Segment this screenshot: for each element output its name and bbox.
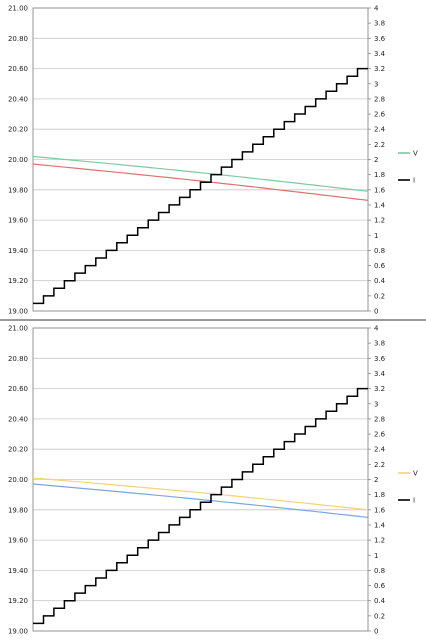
c1-left-tick-label: 20.00 — [8, 476, 28, 484]
c1-right-tick-label: 2.2 — [374, 461, 385, 469]
chart-bottom: 19.0019.2019.4019.6019.8020.0020.2020.40… — [8, 325, 418, 636]
c0-right-tick-label: 2.4 — [374, 126, 386, 134]
c0-left-tick-label: 20.00 — [8, 156, 28, 164]
c0-legend-label: V — [413, 150, 418, 158]
c1-left-tick-label: 20.40 — [8, 415, 28, 423]
c1-right-tick-label: 3.4 — [374, 370, 386, 378]
c1-right-tick-label: 0.4 — [374, 597, 386, 605]
c0-right-tick-label: 1.6 — [374, 186, 386, 194]
c1-series-voltage-line-1 — [32, 483, 369, 518]
c1-right-tick-label: 0.2 — [374, 612, 385, 620]
c0-left-tick-label: 19.60 — [8, 217, 28, 225]
c1-right-tick-label: 1.4 — [374, 521, 386, 529]
c0-left-tick-label: 20.40 — [8, 95, 28, 103]
c1-right-tick-label: 2.6 — [374, 431, 386, 439]
c0-right-tick-label: 3.2 — [374, 65, 385, 73]
c0-right-tick-label: 2.8 — [374, 95, 385, 103]
c1-right-tick-label: 0.6 — [374, 582, 386, 590]
c1-series-current-step-line — [33, 387, 368, 625]
c1-right-tick-label: 3 — [374, 400, 378, 408]
c0-right-tick-label: 2.6 — [374, 111, 386, 119]
c0-right-tick-label: 0.4 — [374, 277, 386, 285]
c1-right-tick-label: 2 — [374, 476, 378, 484]
c0-series-voltage-line-1 — [32, 163, 369, 201]
c1-left-tick-label: 19.60 — [8, 537, 28, 545]
c0-right-tick-label: 0.6 — [374, 262, 386, 270]
c1-right-tick-label: 3.6 — [374, 355, 386, 363]
c0-right-tick-label: 3.8 — [374, 20, 385, 28]
c1-left-tick-label: 20.60 — [8, 385, 28, 393]
c0-right-tick-label: 2.2 — [374, 141, 385, 149]
c0-right-tick-label: 1.2 — [374, 217, 385, 225]
c0-series-voltage-line-0 — [32, 155, 369, 192]
c0-right-tick-label: 0 — [374, 308, 378, 316]
c0-left-tick-label: 20.60 — [8, 65, 28, 73]
c0-right-tick-label: 1.4 — [374, 201, 386, 209]
c1-right-tick-label: 1 — [374, 552, 378, 560]
c1-right-tick-label: 1.8 — [374, 491, 385, 499]
c1-right-tick-label: 2.4 — [374, 446, 386, 454]
c0-right-tick-label: 0.8 — [374, 247, 385, 255]
c0-left-tick-label: 21.00 — [8, 5, 28, 13]
c0-left-tick-label: 20.20 — [8, 126, 28, 134]
c0-left-tick-label: 19.20 — [8, 277, 28, 285]
c0-right-tick-label: 1.8 — [374, 171, 385, 179]
c0-right-tick-label: 4 — [374, 5, 379, 13]
c1-right-tick-label: 1.6 — [374, 506, 386, 514]
c0-left-tick-label: 19.80 — [8, 186, 28, 194]
c1-right-tick-label: 3.8 — [374, 340, 385, 348]
c0-right-tick-label: 1 — [374, 232, 378, 240]
c0-right-tick-label: 3.4 — [374, 50, 386, 58]
c1-left-tick-label: 20.80 — [8, 355, 28, 363]
chart-divider — [0, 319, 426, 321]
c0-series-current-step-line — [33, 67, 368, 305]
c1-left-tick-label: 20.20 — [8, 446, 28, 454]
c1-legend-label: I — [413, 497, 415, 505]
c0-left-tick-label: 19.00 — [8, 308, 28, 316]
c1-right-tick-label: 1.2 — [374, 537, 385, 545]
chart-top: 19.0019.2019.4019.6019.8020.0020.2020.40… — [8, 5, 418, 316]
c0-left-tick-label: 20.80 — [8, 35, 28, 43]
c0-legend-label: I — [413, 177, 415, 185]
c0-right-tick-label: 3 — [374, 80, 378, 88]
c1-left-tick-label: 19.00 — [8, 628, 28, 636]
c1-left-tick-label: 19.80 — [8, 506, 28, 514]
c0-right-tick-label: 2 — [374, 156, 378, 164]
c1-right-tick-label: 3.2 — [374, 385, 385, 393]
c1-right-tick-label: 0 — [374, 628, 378, 636]
c1-left-tick-label: 19.40 — [8, 567, 28, 575]
c0-right-tick-label: 0.2 — [374, 292, 385, 300]
c1-legend-label: V — [413, 470, 418, 478]
c1-right-tick-label: 2.8 — [374, 415, 385, 423]
c1-left-tick-label: 21.00 — [8, 325, 28, 333]
c0-left-tick-label: 19.40 — [8, 247, 28, 255]
c0-right-tick-label: 3.6 — [374, 35, 386, 43]
c1-series-voltage-line-0 — [32, 477, 369, 511]
c1-right-tick-label: 0.8 — [374, 567, 385, 575]
c1-right-tick-label: 4 — [374, 325, 379, 333]
c1-left-tick-label: 19.20 — [8, 597, 28, 605]
